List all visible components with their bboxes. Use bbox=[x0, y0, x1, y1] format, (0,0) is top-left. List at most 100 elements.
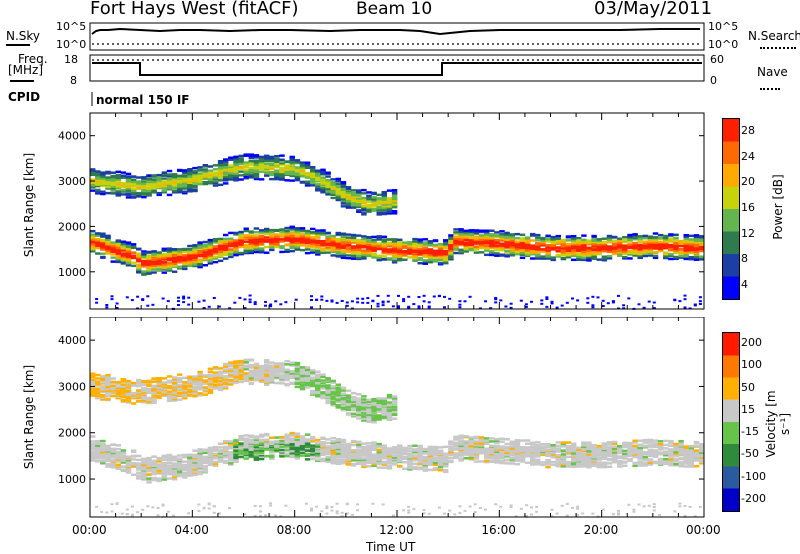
heatmap-cell bbox=[304, 433, 311, 436]
heatmap-cell bbox=[514, 232, 521, 236]
heatmap-cell bbox=[248, 378, 255, 381]
heatmap-cell bbox=[217, 172, 224, 175]
heatmap-cell bbox=[294, 172, 301, 175]
heatmap-cell bbox=[279, 439, 285, 443]
heatmap-cell bbox=[202, 174, 209, 177]
heatmap-cell bbox=[453, 443, 459, 446]
heatmap-cell bbox=[120, 454, 127, 457]
heatmap-cell bbox=[212, 445, 219, 449]
heatmap-cell bbox=[576, 237, 582, 240]
heatmap-cell bbox=[335, 460, 342, 464]
heatmap-cell bbox=[248, 434, 255, 437]
heatmap-cell bbox=[228, 367, 234, 370]
heatmap-cell bbox=[212, 462, 219, 466]
heatmap-cell bbox=[391, 400, 398, 403]
heatmap-cell bbox=[187, 455, 193, 459]
heatmap-cell bbox=[146, 250, 152, 254]
heatmap-cell bbox=[187, 177, 193, 181]
heatmap-cell bbox=[105, 191, 111, 195]
heatmap-cell bbox=[468, 242, 475, 245]
heatmap-cell bbox=[299, 173, 306, 177]
heatmap-cell bbox=[330, 445, 336, 448]
heatmap-cell bbox=[448, 443, 454, 446]
heatmap-cell bbox=[279, 250, 285, 254]
heatmap-cell bbox=[381, 198, 388, 201]
heatmap-cell bbox=[110, 447, 116, 451]
heatmap-cell bbox=[120, 451, 127, 454]
heatmap-cell bbox=[120, 465, 127, 468]
heatmap-cell bbox=[141, 401, 147, 404]
heatmap-cell bbox=[345, 246, 352, 250]
heatmap-cell bbox=[243, 358, 249, 362]
heatmap-cell bbox=[376, 399, 382, 402]
heatmap-cell bbox=[555, 234, 562, 238]
heatmap-cell bbox=[202, 181, 209, 184]
heatmap-cell bbox=[376, 305, 380, 308]
heatmap-cell bbox=[601, 259, 608, 262]
heatmap-cell bbox=[315, 233, 321, 236]
heatmap-cell bbox=[698, 245, 705, 248]
noise-left-tick-bottom: 10^0 bbox=[56, 38, 87, 51]
heatmap-cell bbox=[105, 234, 111, 238]
heatmap-cell bbox=[381, 444, 388, 447]
heatmap-cell bbox=[315, 386, 321, 389]
heatmap-cell bbox=[223, 455, 229, 458]
heatmap-cell bbox=[217, 253, 224, 256]
heatmap-cell bbox=[427, 449, 434, 453]
heatmap-cell bbox=[371, 464, 377, 468]
heatmap-cell bbox=[678, 252, 684, 255]
heatmap-cell bbox=[622, 244, 628, 247]
heatmap-cell bbox=[550, 302, 554, 305]
heatmap-cell bbox=[310, 184, 316, 187]
heatmap-cell bbox=[361, 188, 367, 192]
heatmap-cell bbox=[146, 269, 152, 273]
heatmap-cell bbox=[197, 448, 203, 451]
heatmap-cell bbox=[591, 253, 597, 256]
heatmap-cell bbox=[192, 255, 198, 258]
heatmap-cell bbox=[258, 438, 265, 442]
heatmap-cell bbox=[197, 168, 203, 172]
heatmap-cell bbox=[657, 247, 664, 251]
heatmap-cell bbox=[315, 454, 321, 457]
heatmap-cell bbox=[125, 464, 132, 468]
heatmap-cell bbox=[376, 400, 382, 404]
heatmap-cell bbox=[274, 160, 280, 164]
heatmap-cell bbox=[698, 300, 702, 303]
heatmap-cell bbox=[243, 153, 249, 156]
heatmap-cell bbox=[652, 243, 659, 246]
heatmap-cell bbox=[356, 403, 362, 406]
heatmap-cell bbox=[289, 376, 295, 379]
heatmap-cell bbox=[289, 361, 295, 364]
heatmap-cell bbox=[95, 450, 101, 453]
heatmap-cell bbox=[279, 173, 285, 177]
heatmap-cell bbox=[253, 159, 260, 162]
heatmap-cell bbox=[130, 299, 134, 302]
heatmap-cell bbox=[207, 246, 214, 250]
heatmap-cell bbox=[299, 169, 306, 173]
heatmap-cell bbox=[320, 394, 326, 398]
heatmap-cell bbox=[115, 239, 122, 242]
heatmap-cell bbox=[330, 242, 336, 246]
heatmap-cell bbox=[591, 304, 595, 307]
heatmap-cell bbox=[386, 241, 393, 245]
heatmap-cell bbox=[432, 256, 439, 259]
heatmap-cell bbox=[95, 382, 101, 386]
heatmap-cell bbox=[90, 435, 96, 438]
heatmap-cell bbox=[540, 236, 546, 240]
heatmap-cell bbox=[269, 177, 275, 181]
heatmap-cell bbox=[207, 373, 214, 376]
heatmap-cell bbox=[120, 171, 127, 174]
heatmap-cell bbox=[279, 154, 285, 157]
heatmap-cell bbox=[110, 250, 116, 253]
heatmap-cell bbox=[463, 435, 469, 438]
heatmap-cell bbox=[120, 457, 127, 460]
heatmap-cell bbox=[304, 175, 311, 178]
heatmap-cell bbox=[622, 236, 628, 239]
heatmap-cell bbox=[381, 238, 388, 241]
heatmap-cell bbox=[161, 478, 168, 481]
heatmap-cell bbox=[652, 307, 656, 310]
heatmap-cell bbox=[207, 382, 214, 385]
heatmap-cell bbox=[171, 270, 178, 273]
heatmap-cell bbox=[443, 455, 449, 458]
heatmap-cell bbox=[233, 165, 239, 168]
